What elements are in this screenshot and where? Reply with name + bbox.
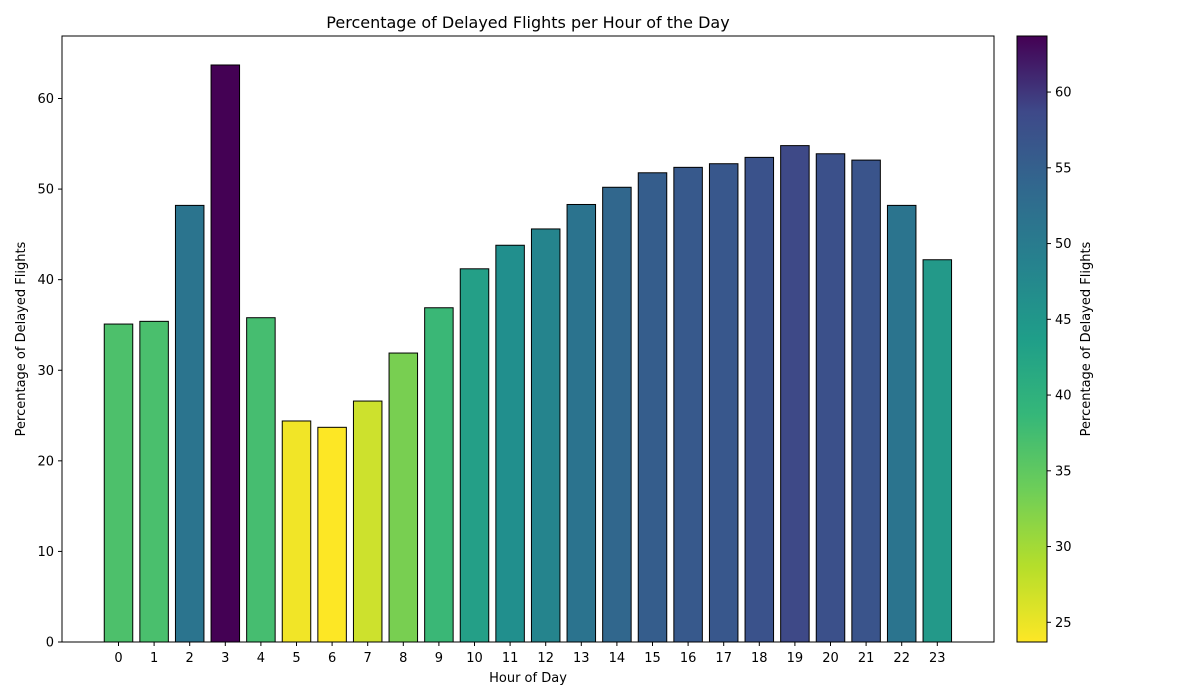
x-tick-label: 4 [257,651,265,666]
bar-hour-9 [424,307,454,643]
colorbar-tick-label: 35 [1055,464,1072,479]
bar-hour-7 [352,400,383,643]
bar-hour-6 [317,426,347,643]
x-tick-label: 22 [893,651,910,666]
y-tick-label: 10 [37,545,54,560]
bar-hour-16 [673,166,703,643]
x-tick-label: 23 [929,651,946,666]
x-tick-label: 20 [822,651,839,666]
x-tick-label: 10 [466,651,483,666]
bar-hour-11 [495,244,525,643]
bars-layer [103,64,953,643]
bar-hour-14 [602,186,632,643]
x-tick-label: 0 [114,651,122,666]
x-tick-label: 15 [644,651,661,666]
x-tick-label: 9 [435,651,443,666]
x-tick-label: 1 [150,651,158,666]
y-tick-label: 40 [37,273,54,288]
bar-hour-5 [281,420,312,643]
colorbar-label: Percentage of Delayed Flights [1079,241,1094,436]
x-axis-label: Hour of Day [489,671,567,686]
x-tick-label: 11 [502,651,519,666]
bar-hour-21 [851,159,881,643]
x-tick-label: 6 [328,651,336,666]
colorbar-tick-label: 40 [1055,389,1072,404]
colorbar-tick-label: 60 [1055,86,1072,101]
x-tick-label: 2 [186,651,194,666]
y-tick-label: 0 [46,636,54,651]
y-tick-label: 60 [37,92,54,107]
x-tick-label: 12 [537,651,554,666]
colorbar-ticks: 25 30 35 40 45 50 55 60 [1047,86,1072,631]
y-tick-label: 30 [37,364,54,379]
colorbar-tick-label: 55 [1055,161,1072,176]
x-tick-label: 8 [399,651,407,666]
bar-hour-22 [886,204,917,643]
bar-hour-2 [174,204,205,643]
bar-hour-20 [815,153,846,643]
x-tick-label: 16 [680,651,697,666]
bar-hour-0 [103,323,134,643]
y-tick-label: 50 [37,183,54,198]
bar-hour-8 [388,352,419,643]
bar-hour-4 [246,317,276,643]
x-tick-label: 21 [858,651,875,666]
y-tick-label: 20 [37,454,54,469]
bar-hour-23 [922,259,953,643]
y-axis-ticks: 0 10 20 30 40 50 60 [37,92,62,651]
colorbar-tick-label: 25 [1055,616,1072,631]
y-axis-label: Percentage of Delayed Flights [14,241,29,436]
bar-hour-10 [459,268,490,643]
bar-hour-18 [744,156,775,643]
x-tick-label: 17 [715,651,732,666]
x-tick-label: 5 [292,651,300,666]
bar-hour-3 [210,64,241,643]
chart-title: Percentage of Delayed Flights per Hour o… [326,13,729,32]
x-tick-label: 3 [221,651,229,666]
colorbar-frame [1016,35,1048,643]
x-tick-label: 7 [364,651,372,666]
colorbar [1017,36,1047,642]
colorbar-tick-label: 30 [1055,540,1072,555]
bar-hour-1 [139,320,169,643]
bar-hour-12 [530,228,561,643]
bar-hour-19 [780,145,810,643]
bar-hour-13 [566,203,597,643]
x-tick-label: 19 [787,651,804,666]
colorbar-tick-label: 45 [1055,313,1072,328]
x-tick-label: 13 [573,651,590,666]
bar-hour-17 [708,163,739,643]
plot-area-frame [61,35,995,643]
x-axis-ticks: 0 1 2 3 4 5 6 7 8 9 10 11 12 13 14 15 16 17 18 19 20 21 22 23 [114,642,946,666]
bar-hour-15 [637,172,668,643]
x-tick-label: 14 [609,651,626,666]
x-tick-label: 18 [751,651,768,666]
colorbar-tick-label: 50 [1055,237,1072,252]
